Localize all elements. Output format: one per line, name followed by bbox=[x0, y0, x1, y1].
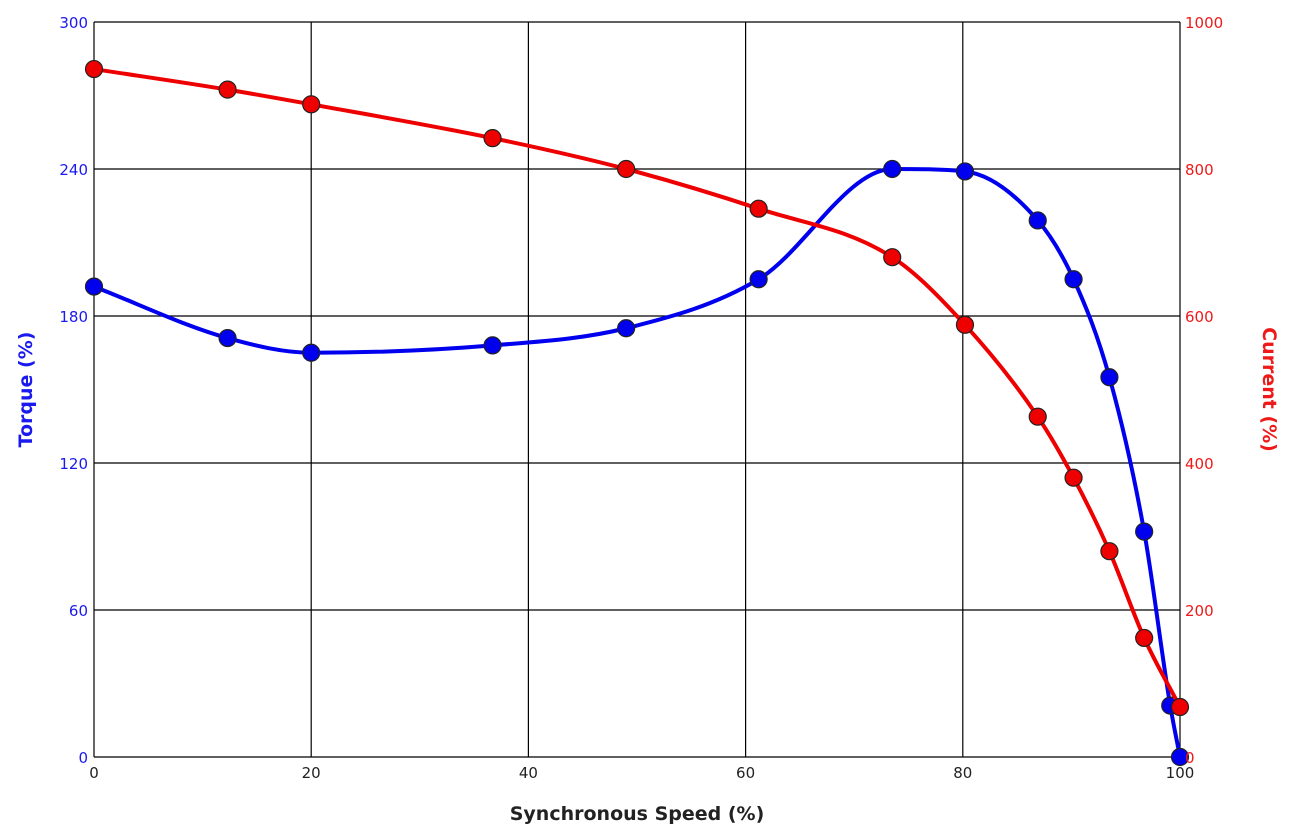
y-right-tick-label: 600 bbox=[1185, 308, 1214, 326]
y-axis-right-title: Current (%) bbox=[1258, 327, 1280, 452]
torque-data-point bbox=[302, 343, 321, 362]
torque-data-point bbox=[1064, 270, 1083, 289]
x-tick-label: 20 bbox=[302, 764, 321, 782]
y-axis-left-title: Torque (%) bbox=[15, 332, 37, 448]
torque-data-point bbox=[1135, 522, 1154, 541]
current-data-point bbox=[955, 315, 975, 334]
current-data-point bbox=[483, 129, 502, 148]
torque-data-point bbox=[749, 270, 768, 289]
x-tick-label: 60 bbox=[736, 764, 755, 782]
current-data-point bbox=[749, 199, 768, 218]
series-group bbox=[84, 59, 1190, 767]
x-tick-label: 80 bbox=[953, 764, 972, 782]
torque-data-point bbox=[1170, 747, 1190, 767]
y-right-tick-label: 1000 bbox=[1185, 14, 1223, 32]
current-data-point bbox=[1064, 468, 1083, 487]
current-data-point bbox=[883, 248, 902, 267]
current-data-point bbox=[84, 59, 104, 79]
torque-data-point bbox=[955, 162, 975, 181]
x-tick-label: 100 bbox=[1166, 764, 1195, 782]
current-data-point bbox=[617, 159, 636, 179]
y-right-tick-label: 0 bbox=[1185, 749, 1195, 767]
current-data-point bbox=[218, 80, 237, 99]
current-data-point bbox=[1028, 407, 1047, 426]
torque-data-point bbox=[1028, 211, 1047, 230]
y-left-tick-label: 120 bbox=[59, 455, 88, 473]
torque-data-point bbox=[84, 277, 104, 296]
y-left-tick-label: 0 bbox=[78, 749, 88, 767]
current-data-point bbox=[1100, 542, 1119, 561]
x-tick-label: 40 bbox=[519, 764, 538, 782]
current-data-point bbox=[1170, 697, 1190, 717]
current-series-line bbox=[93, 67, 1182, 708]
x-tick-label: 0 bbox=[89, 764, 99, 782]
x-axis-title: Synchronous Speed (%) bbox=[510, 803, 765, 825]
y-left-tick-label: 180 bbox=[59, 308, 88, 326]
y-right-tick-label: 800 bbox=[1185, 161, 1214, 179]
torque-data-point bbox=[218, 328, 237, 348]
y-left-tick-label: 240 bbox=[59, 161, 88, 179]
torque-data-point bbox=[483, 336, 502, 355]
y-left-tick-label: 300 bbox=[59, 14, 88, 32]
y-left-tick-label: 60 bbox=[69, 602, 88, 620]
y-right-tick-label: 400 bbox=[1185, 455, 1214, 473]
current-data-point bbox=[1135, 628, 1154, 648]
torque-data-point bbox=[1100, 368, 1119, 387]
y-right-tick-label: 200 bbox=[1185, 602, 1214, 620]
torque-data-point bbox=[617, 319, 636, 338]
current-data-point bbox=[302, 95, 321, 114]
tick-labels: 0 20 40 60 80 1000601201802403000200400600800… bbox=[59, 14, 1223, 782]
torque-data-point bbox=[883, 159, 902, 179]
